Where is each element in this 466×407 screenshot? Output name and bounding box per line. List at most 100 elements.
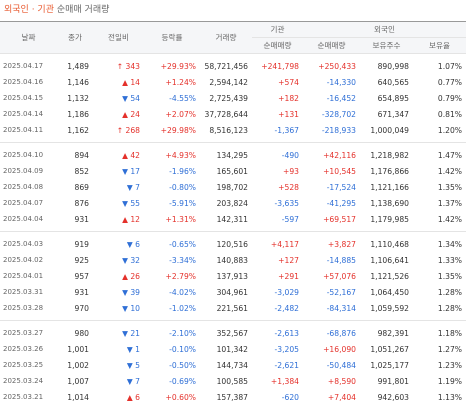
date: 2025.04.11 — [0, 122, 57, 143]
rate: -1.96% — [169, 166, 196, 176]
foreign-net: -14,885 — [326, 255, 356, 265]
volume: 140,883 — [216, 255, 248, 265]
change: ▼ 17 — [122, 166, 140, 176]
ratio: 1.27% — [437, 344, 463, 354]
inst-net: +574 — [278, 77, 299, 87]
change: ▲ 14 — [122, 77, 140, 87]
holdings: 982,391 — [377, 328, 409, 338]
foreign-net: -17,524 — [326, 182, 356, 192]
col-header: 전일비 — [93, 21, 144, 54]
change: ▼ 6 — [126, 239, 140, 249]
rate: -0.69% — [169, 376, 196, 386]
holdings: 1,176,866 — [370, 166, 409, 176]
volume: 8,516,123 — [200, 122, 252, 143]
title-highlight[interactable]: 외국인 · 기관 — [4, 5, 54, 15]
volume: 203,824 — [216, 198, 248, 208]
ratio: 1.33% — [437, 255, 463, 265]
holdings: 1,138,690 — [370, 198, 409, 208]
change: ▲ 24 — [122, 109, 140, 119]
col-header: 외국인 — [303, 21, 466, 38]
inst-net: -3,029 — [274, 287, 299, 297]
date: 2025.03.21 — [0, 389, 57, 407]
change: ▼ 32 — [122, 255, 140, 265]
rate: +0.60% — [144, 389, 200, 407]
title-rest: 순매매 거래량 — [56, 5, 110, 15]
table-row: 2025.04.10 894 ▲ 42 +4.93% 134,295 -490 +42,11… — [0, 143, 466, 164]
close: 1,132 — [67, 93, 89, 103]
close: 925 — [74, 255, 90, 265]
table-row: 2025.04.11 1,162 ↑ 268 +29.98% 8,516,123 -1,3… — [0, 122, 466, 143]
inst-net: +127 — [278, 255, 299, 265]
table-row: 2025.04.01 957 ▲ 26 +2.79% 137,913 +291 +57,07… — [0, 268, 466, 284]
close: 931 — [74, 287, 90, 297]
foreign-net: -68,876 — [326, 328, 356, 338]
volume: 142,311 — [200, 211, 252, 232]
table-row: 2025.04.03 919 ▼ 6 -0.65% 120,516 +4,117 +3,82… — [0, 232, 466, 253]
table-row: 2025.04.16 1,146 ▲ 14 +1.24% 2,594,142 +574 -1… — [0, 74, 466, 90]
date: 2025.04.16 — [3, 78, 44, 86]
ratio: 1.07% — [437, 61, 463, 71]
table-header: 날짜 종가 전일비 등락률 거래량 기관 외국인 순매매량 순매매량 보유주수 … — [0, 21, 466, 54]
table-row: 2025.04.09 852 ▼ 17 -1.96% 165,601 +93 +10,545… — [0, 163, 466, 179]
volume: 157,387 — [200, 389, 252, 407]
date: 2025.03.28 — [0, 300, 57, 321]
ratio: 1.28% — [413, 300, 466, 321]
holdings: 890,998 — [377, 61, 409, 71]
ratio: 1.20% — [413, 122, 466, 143]
volume: 37,728,644 — [204, 109, 248, 119]
ratio: 1.42% — [437, 166, 463, 176]
ratio: 1.18% — [437, 328, 463, 338]
volume: 2,725,439 — [209, 93, 248, 103]
close: 957 — [74, 271, 90, 281]
volume: 2,594,142 — [209, 77, 248, 87]
inst-net: -3,205 — [274, 344, 299, 354]
holdings: 640,565 — [377, 77, 409, 87]
col-header: 등락률 — [144, 21, 200, 54]
change: ▼ 7 — [126, 376, 140, 386]
holdings: 942,603 — [360, 389, 413, 407]
ratio: 1.35% — [437, 271, 463, 281]
volume: 137,913 — [216, 271, 248, 281]
holdings: 991,801 — [377, 376, 409, 386]
rate: +29.98% — [144, 122, 200, 143]
table-row: 2025.04.14 1,186 ▲ 24 +2.07% 37,728,644 +131 -… — [0, 106, 466, 122]
table-row: 2025.04.07 876 ▼ 55 -5.91% 203,824 -3,635 -41,… — [0, 195, 466, 211]
date: 2025.04.09 — [3, 167, 44, 175]
close: 852 — [74, 166, 90, 176]
table-row: 2025.04.02 925 ▼ 32 -3.34% 140,883 +127 -14,88… — [0, 252, 466, 268]
ratio: 1.37% — [437, 198, 463, 208]
close: 931 — [57, 211, 93, 232]
holdings: 1,218,982 — [370, 150, 409, 160]
close: 980 — [74, 328, 90, 338]
inst-net: +131 — [278, 109, 299, 119]
table-row: 2025.03.25 1,002 ▼ 5 -0.50% 144,734 -2,621 -50… — [0, 357, 466, 373]
rate: -2.10% — [169, 328, 196, 338]
title: 외국인 · 기관 순매매 거래량 — [0, 0, 466, 21]
rate: -0.10% — [169, 344, 196, 354]
close: 970 — [57, 300, 93, 321]
rate: -4.02% — [169, 287, 196, 297]
change: ▼ 39 — [122, 287, 140, 297]
ratio: 1.23% — [437, 360, 463, 370]
date: 2025.04.14 — [3, 110, 44, 118]
foreign-net: -14,330 — [326, 77, 356, 87]
volume: 134,295 — [216, 150, 248, 160]
close: 1,002 — [67, 360, 89, 370]
rate: +1.31% — [144, 211, 200, 232]
holdings: 1,110,468 — [370, 239, 409, 249]
foreign-net: +57,076 — [323, 271, 356, 281]
rate: -1.02% — [144, 300, 200, 321]
date: 2025.04.08 — [3, 183, 44, 191]
inst-net: -2,621 — [274, 360, 299, 370]
date: 2025.03.31 — [3, 288, 44, 296]
holdings: 1,059,592 — [360, 300, 413, 321]
close: 869 — [74, 182, 90, 192]
inst-net: -620 — [252, 389, 303, 407]
close: 894 — [74, 150, 90, 160]
foreign-net: +10,545 — [323, 166, 356, 176]
date: 2025.04.04 — [0, 211, 57, 232]
rate: -4.55% — [169, 93, 196, 103]
close: 1,014 — [57, 389, 93, 407]
col-header: 보유주수 — [360, 37, 413, 54]
